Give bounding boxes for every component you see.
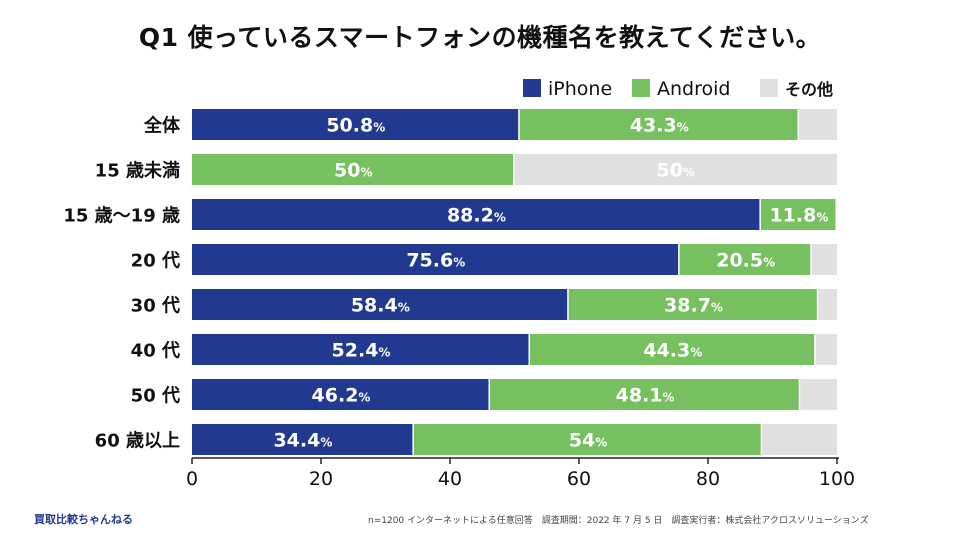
category-label: 全体: [143, 115, 181, 137]
x-tick-label: 100: [819, 468, 855, 490]
data-label: 34.4%: [273, 430, 332, 452]
bar-segment-iphone: [192, 424, 413, 455]
bar-segment-iphone: [192, 289, 568, 320]
data-label: 48.1%: [616, 385, 675, 407]
data-label: 44.3%: [643, 340, 702, 362]
x-tick-label: 0: [186, 468, 198, 490]
data-label: 20.5%: [716, 250, 775, 272]
x-tick-label: 60: [567, 468, 591, 490]
bar-segment-android: [490, 379, 799, 410]
legend-label: その他: [785, 80, 833, 99]
bar-segment-その他: [815, 334, 837, 365]
bar-segment-iphone: [192, 109, 519, 140]
data-label: 38.7%: [664, 295, 723, 317]
category-label: 40 代: [131, 341, 180, 362]
legend-item-3: その他: [760, 79, 833, 99]
bar-segment-iphone: [192, 244, 679, 275]
x-tick-label: 20: [309, 468, 333, 490]
data-label: 88.2%: [447, 205, 506, 227]
bar-segment-android: [679, 244, 811, 275]
bar-segment-iphone: [192, 379, 489, 410]
bar-segment-その他: [811, 244, 837, 275]
data-label: 43.3%: [630, 115, 689, 137]
brand-label[interactable]: 買取比較ちゃんねる: [34, 513, 133, 526]
data-label: 52.4%: [332, 340, 391, 362]
data-label: 50%: [334, 160, 372, 182]
data-label: 75.6%: [406, 250, 465, 272]
data-label: 46.2%: [312, 385, 371, 407]
category-label: 30 代: [131, 296, 180, 317]
bar-segment-iphone: [192, 334, 529, 365]
legend-label: iPhone: [548, 78, 612, 100]
category-label: 20 代: [131, 251, 180, 272]
bar-segment-android: [519, 109, 798, 140]
chart-title: Q1 使っているスマートフォンの機種名を教えてください。: [138, 23, 822, 52]
data-label: 11.8%: [769, 205, 828, 227]
x-tick-label: 80: [696, 468, 720, 490]
bar-segment-その他: [798, 109, 837, 140]
legend-item-1: iPhone: [523, 78, 612, 100]
bar-segment-iphone: [192, 199, 760, 230]
legend-swatch: [632, 79, 650, 97]
data-label: 50%: [657, 160, 695, 182]
data-label: 54%: [569, 430, 607, 452]
legend-item-2: Android: [632, 78, 730, 100]
bar-segment-android: [192, 154, 513, 185]
survey-note: n=1200 インターネットによる任意回答 調査期間：2022 年 7 月 5 …: [368, 516, 869, 526]
legend-swatch: [523, 79, 541, 97]
bar-segment-その他: [514, 154, 837, 185]
x-tick-label: 40: [438, 468, 462, 490]
bar-segment-android: [568, 289, 817, 320]
data-label: 58.4%: [351, 295, 410, 317]
bar-segment-android: [760, 199, 836, 230]
bar-segment-android: [530, 334, 815, 365]
bar-segment-その他: [800, 379, 837, 410]
legend-label: Android: [657, 78, 730, 100]
bar-segment-android: [413, 424, 761, 455]
bar-segment-その他: [762, 424, 837, 455]
category-label: 15 歳〜19 歳: [63, 206, 180, 227]
category-label: 60 歳以上: [95, 431, 180, 452]
category-label: 50 代: [131, 386, 180, 407]
data-label: 50.8%: [326, 115, 385, 137]
bar-segment-その他: [818, 289, 837, 320]
category-label: 15 歳未満: [95, 160, 180, 182]
legend-swatch: [760, 79, 778, 97]
